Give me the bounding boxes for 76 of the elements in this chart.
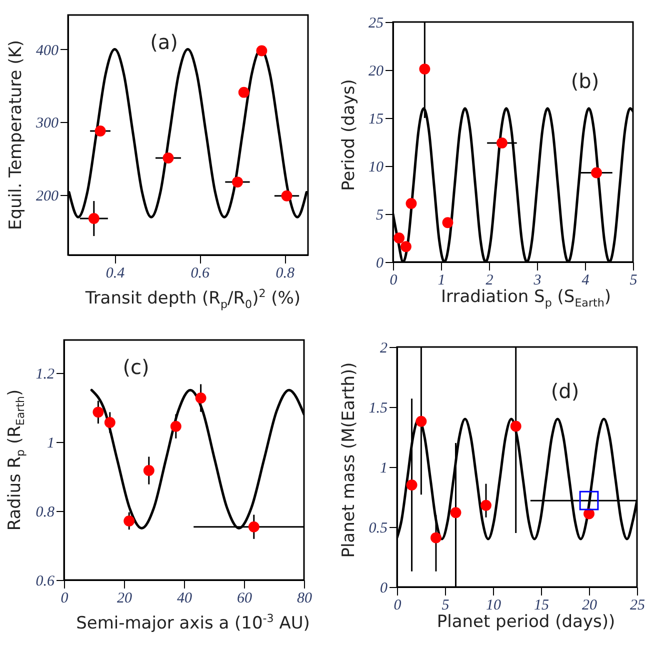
y-tick-label: 0.8 [36,504,55,520]
point [430,532,442,544]
point [92,406,104,418]
x-tick-label: 4 [582,272,590,288]
point [238,86,250,98]
point [256,45,268,56]
point [400,241,412,252]
point [143,465,154,476]
point [406,198,417,209]
point [195,392,206,404]
x-tick-label: 10 [486,598,502,614]
x-tick-label: 5 [442,598,450,614]
x-tick-label: 25 [630,598,646,614]
y-axis-title: Equil. Temperature (K) [6,40,26,230]
y-tick-label: 5 [376,208,384,224]
y-axis-title: Planet mass (M(Earth)) [339,362,359,558]
point [510,420,522,432]
x-tick-label: 20 [117,590,132,606]
x-tick-label: 80 [297,590,312,606]
point [232,176,243,188]
x-axis-title: Transit depth (R$_{p}$/R$_{0}$)$^{2}$ (%) [85,287,301,312]
annotation: (d) [550,379,580,403]
x-tick-label: 20 [582,598,598,614]
x-tick-label: 15 [534,598,550,614]
y-tick-label: 10 [368,160,384,176]
x-tick-label: 0.6 [190,266,210,282]
point [450,507,462,518]
y-tick-label: 400 [36,42,59,59]
point [496,137,508,148]
x-tick-label: 1 [438,272,446,288]
point [442,217,454,228]
annotation: (c) [122,355,150,379]
point [104,417,116,428]
y-tick-label: 0 [380,580,388,596]
point [170,420,182,432]
y-axis-title: Period (days) [339,79,359,191]
y-tick-label: 1 [47,435,54,452]
annotation: (a) [150,30,178,54]
x-axis-title: Planet period (days)) [436,612,616,632]
point [94,126,106,136]
x-tick-label: 0 [394,598,402,614]
y-tick-label: 20 [368,64,384,80]
point [88,213,100,224]
y-tick-label: 300 [35,116,59,132]
y-tick-label: 200 [36,188,59,205]
y-tick-label: 15 [368,112,384,128]
y-tick-label: 2 [380,340,388,356]
point [480,500,492,511]
point [162,152,174,164]
x-tick-label: 0.4 [106,266,126,282]
x-tick-label: 2 [486,272,494,288]
y-tick-label: 25 [368,16,384,32]
x-axis-title: Semi-major axis a (10$^{-3}$ AU) [76,612,310,634]
y-tick-label: 0.5 [368,520,388,536]
y-tick-label: 1.5 [368,400,388,416]
y-tick-label: 1.2 [36,366,55,382]
x-tick-label: 40 [177,590,192,606]
y-tick-label: 1 [380,460,388,476]
point [281,190,292,202]
point [248,521,260,532]
x-tick-label: 0.8 [276,266,296,282]
x-tick-label: 5 [630,272,638,288]
x-axis-title: Irradiation S$_{p}$ (S$_{Earth}$) [441,287,611,310]
point [394,232,405,244]
annotation: (b) [570,69,600,93]
x-tick-label: 0 [60,590,69,606]
point [419,64,430,75]
point [591,167,602,178]
y-tick-label: 0 [376,256,384,272]
point [579,490,599,510]
x-tick-label: 3 [532,272,542,288]
y-tick-label: 0.6 [36,574,55,590]
point [406,480,418,490]
point [416,416,427,427]
point [124,515,135,526]
x-tick-label: 60 [237,590,252,606]
